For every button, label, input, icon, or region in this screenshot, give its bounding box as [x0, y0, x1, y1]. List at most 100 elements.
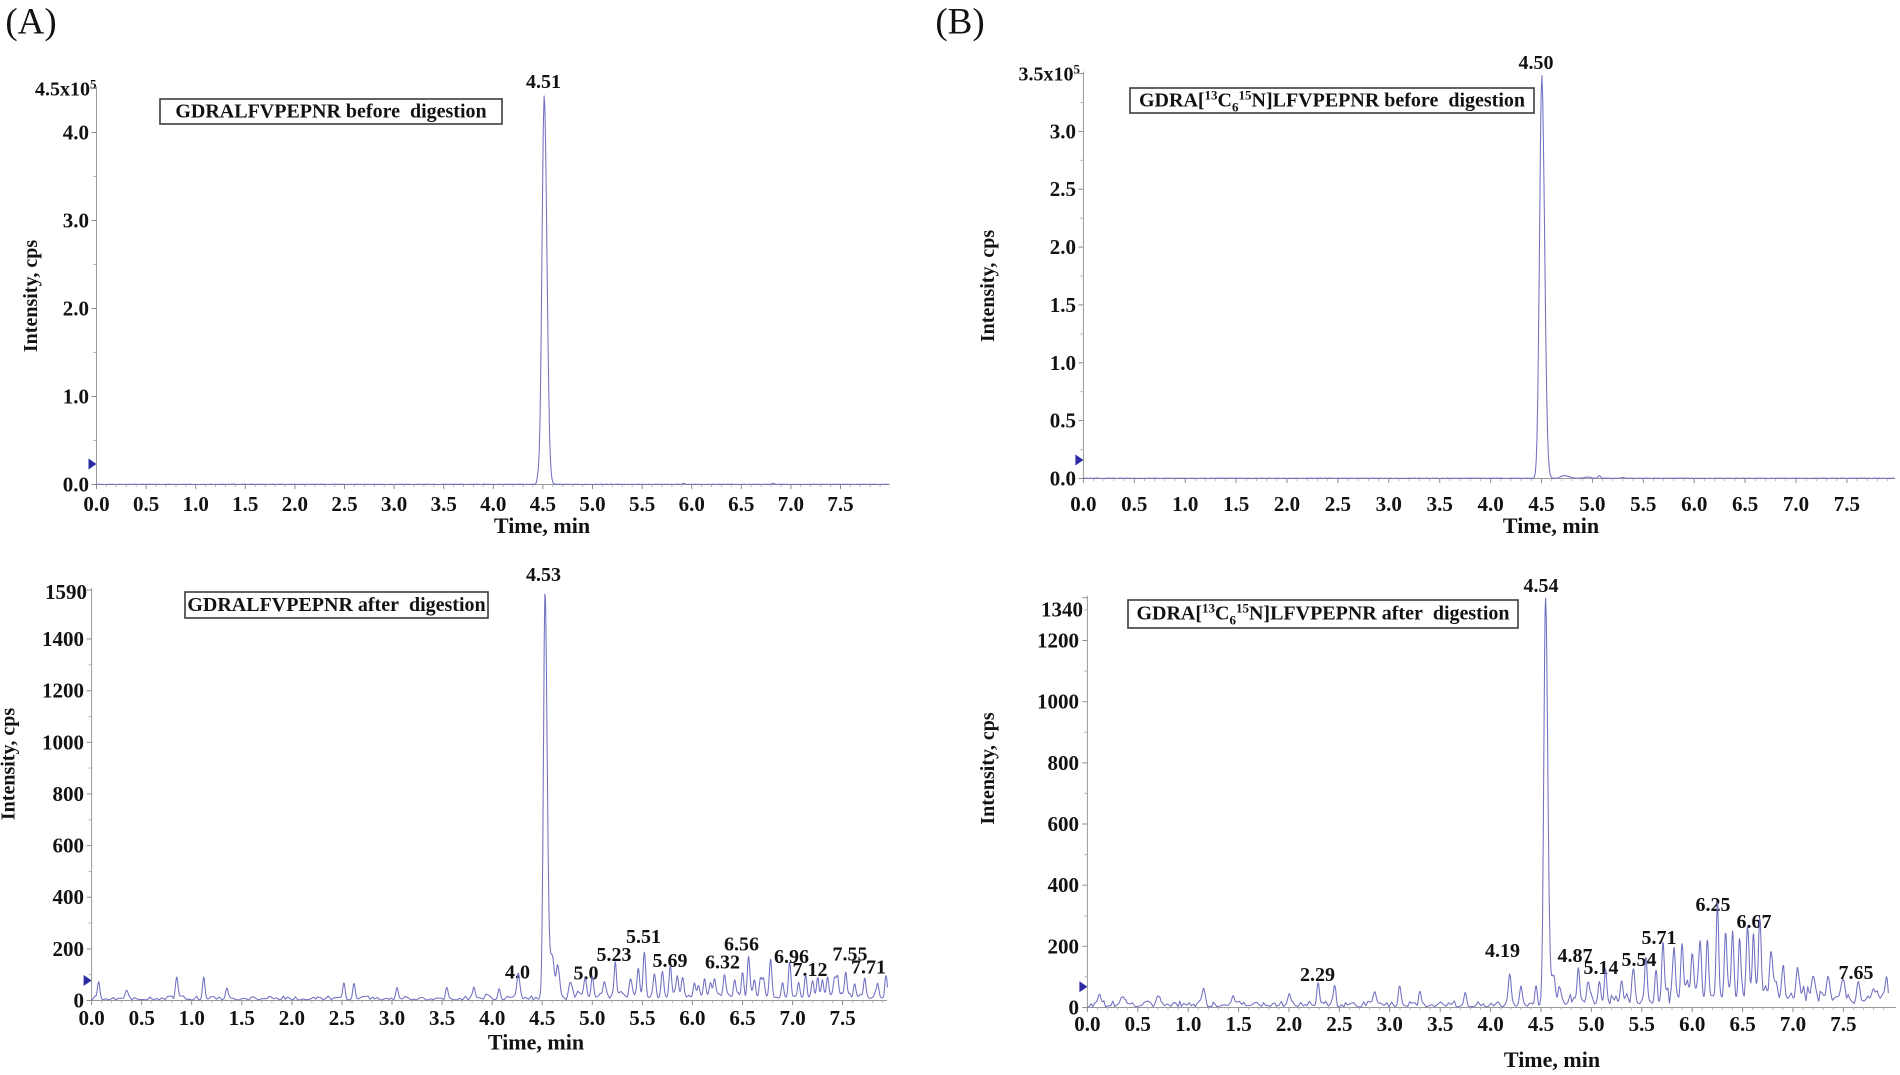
svg-text:0.5: 0.5: [133, 492, 159, 516]
svg-text:5.0: 5.0: [574, 963, 599, 985]
svg-text:0.5: 0.5: [1125, 1012, 1151, 1036]
svg-text:400: 400: [1048, 873, 1080, 897]
svg-text:0.0: 0.0: [1050, 467, 1076, 491]
svg-text:2.0: 2.0: [63, 297, 89, 321]
svg-text:6.5: 6.5: [729, 1006, 755, 1030]
svg-text:1.0: 1.0: [179, 1006, 205, 1030]
svg-text:6.0: 6.0: [679, 1006, 705, 1030]
svg-text:4.54: 4.54: [1524, 575, 1559, 597]
svg-text:200: 200: [53, 937, 85, 961]
svg-text:4.5: 4.5: [1528, 492, 1554, 516]
svg-text:Time, min: Time, min: [494, 513, 590, 538]
svg-text:4.87: 4.87: [1558, 945, 1593, 967]
svg-text:2.29: 2.29: [1300, 964, 1335, 986]
svg-text:800: 800: [1048, 751, 1080, 775]
svg-text:7.0: 7.0: [1780, 1012, 1806, 1036]
svg-text:4.0: 4.0: [1477, 492, 1503, 516]
svg-text:1590: 1590: [45, 580, 87, 604]
svg-text:4.5: 4.5: [530, 492, 556, 516]
svg-text:0.0: 0.0: [78, 1006, 104, 1030]
svg-text:4.5x10: 4.5x10: [35, 79, 90, 101]
svg-text:200: 200: [1048, 934, 1080, 958]
svg-text:2.0: 2.0: [282, 492, 308, 516]
svg-text:6.5: 6.5: [728, 492, 754, 516]
svg-text:600: 600: [1048, 812, 1080, 836]
svg-text:3.5: 3.5: [1427, 492, 1453, 516]
svg-text:5.69: 5.69: [653, 950, 688, 972]
svg-text:5: 5: [1074, 62, 1081, 77]
svg-text:0.0: 0.0: [1074, 1012, 1100, 1036]
svg-text:2.5: 2.5: [1325, 492, 1351, 516]
svg-text:Time, min: Time, min: [1503, 513, 1599, 538]
svg-text:2.5: 2.5: [1326, 1012, 1352, 1036]
svg-text:2.5: 2.5: [1050, 177, 1076, 201]
svg-text:3.5: 3.5: [431, 492, 457, 516]
svg-text:2.0: 2.0: [279, 1006, 305, 1030]
svg-text:(B): (B): [935, 2, 984, 43]
svg-text:6.32: 6.32: [705, 952, 740, 974]
svg-text:4.5: 4.5: [529, 1006, 555, 1030]
svg-text:Intensity, cps: Intensity, cps: [0, 708, 20, 820]
svg-text:GDRA[13C615N]LFVPEPNR before: GDRA[13C615N]LFVPEPNR before digestion: [1139, 88, 1525, 115]
svg-text:6.0: 6.0: [1681, 492, 1707, 516]
svg-text:1.5: 1.5: [229, 1006, 255, 1030]
svg-text:5.0: 5.0: [579, 1006, 605, 1030]
svg-text:7.0: 7.0: [778, 492, 804, 516]
svg-text:1000: 1000: [42, 730, 84, 754]
svg-text:400: 400: [53, 885, 85, 909]
svg-text:1.5: 1.5: [1225, 1012, 1251, 1036]
svg-text:GDRA[13C615N]LFVPEPNR after d: GDRA[13C615N]LFVPEPNR after digestion: [1136, 601, 1509, 628]
svg-text:0.5: 0.5: [1050, 409, 1076, 433]
svg-text:1200: 1200: [42, 679, 84, 703]
svg-text:2.0: 2.0: [1276, 1012, 1302, 1036]
svg-text:5.71: 5.71: [1642, 927, 1677, 949]
svg-text:7.55: 7.55: [833, 944, 868, 966]
svg-text:0.0: 0.0: [1070, 492, 1096, 516]
svg-text:800: 800: [53, 782, 85, 806]
svg-text:7.5: 7.5: [1830, 1012, 1856, 1036]
svg-text:5.5: 5.5: [1629, 1012, 1655, 1036]
svg-text:6.25: 6.25: [1696, 894, 1731, 916]
svg-text:1.5: 1.5: [1050, 293, 1076, 317]
svg-text:4.0: 4.0: [505, 962, 530, 984]
svg-text:Intensity, cps: Intensity, cps: [977, 230, 999, 342]
svg-text:1.0: 1.0: [63, 385, 89, 409]
svg-text:1.5: 1.5: [232, 492, 258, 516]
svg-text:2.0: 2.0: [1050, 235, 1076, 259]
svg-text:1.0: 1.0: [1050, 351, 1076, 375]
svg-text:0: 0: [1069, 996, 1080, 1020]
svg-text:6.5: 6.5: [1732, 492, 1758, 516]
svg-text:0.5: 0.5: [129, 1006, 155, 1030]
svg-text:5.5: 5.5: [629, 1006, 655, 1030]
svg-text:0: 0: [74, 989, 85, 1013]
svg-text:6.5: 6.5: [1729, 1012, 1755, 1036]
svg-text:Time, min: Time, min: [488, 1030, 584, 1055]
svg-text:3.0: 3.0: [1050, 119, 1076, 143]
svg-text:0.0: 0.0: [63, 473, 89, 497]
svg-text:5.23: 5.23: [597, 944, 632, 966]
svg-text:6.0: 6.0: [679, 492, 705, 516]
svg-text:7.65: 7.65: [1839, 962, 1874, 984]
svg-text:2.5: 2.5: [329, 1006, 355, 1030]
svg-text:5.5: 5.5: [1630, 492, 1656, 516]
svg-text:4.50: 4.50: [1519, 52, 1554, 74]
svg-text:3.0: 3.0: [1377, 1012, 1403, 1036]
svg-text:1.0: 1.0: [1172, 492, 1198, 516]
svg-text:1200: 1200: [1037, 629, 1079, 653]
svg-text:2.5: 2.5: [331, 492, 357, 516]
svg-text:4.0: 4.0: [63, 121, 89, 145]
svg-text:Time, min: Time, min: [1504, 1047, 1600, 1072]
svg-text:3.5x10: 3.5x10: [1019, 64, 1074, 86]
svg-text:6.96: 6.96: [774, 946, 809, 968]
svg-text:5.5: 5.5: [629, 492, 655, 516]
svg-text:7.71: 7.71: [851, 957, 886, 979]
svg-text:5.51: 5.51: [626, 926, 661, 948]
svg-text:7.0: 7.0: [779, 1006, 805, 1030]
svg-text:Intensity, cps: Intensity, cps: [977, 712, 999, 824]
svg-text:4.19: 4.19: [1485, 940, 1520, 962]
svg-text:1.0: 1.0: [1175, 1012, 1201, 1036]
svg-text:1400: 1400: [42, 627, 84, 651]
svg-text:6.56: 6.56: [724, 934, 759, 956]
svg-text:4.5: 4.5: [1528, 1012, 1554, 1036]
svg-text:3.5: 3.5: [429, 1006, 455, 1030]
